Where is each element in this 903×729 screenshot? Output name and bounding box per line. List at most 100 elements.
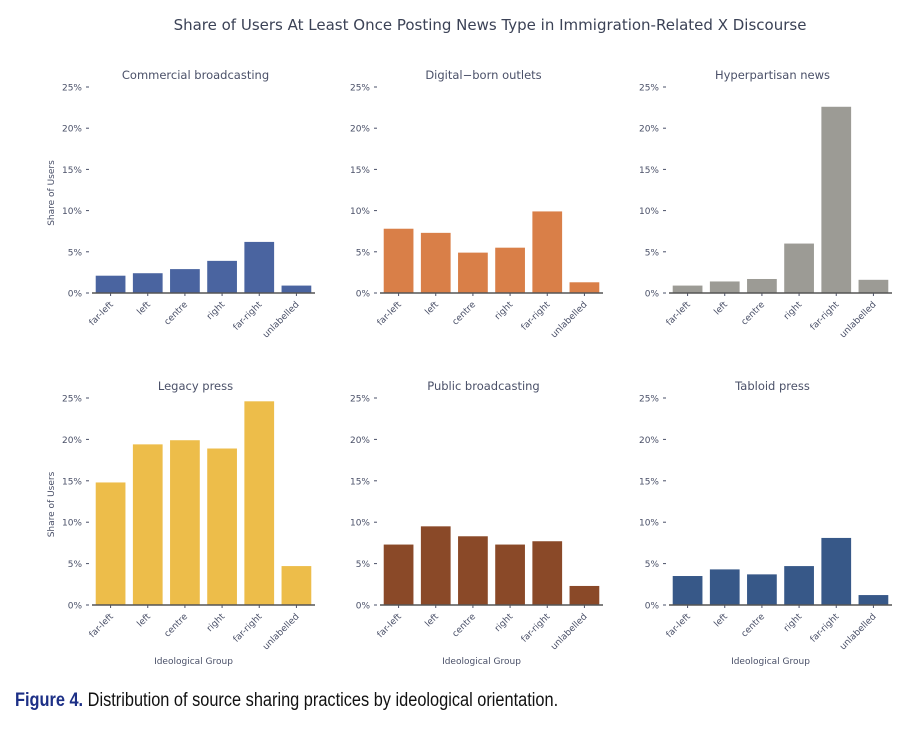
y-tick-label: 25% bbox=[62, 395, 82, 405]
bar-far-left bbox=[672, 285, 703, 293]
y-tick-label: 25% bbox=[639, 395, 659, 405]
bar-centre bbox=[747, 278, 777, 293]
subplot-1: Digital−born outlets 0% 5% 10% 15% 20% 25% far-… bbox=[350, 68, 603, 340]
y-tick-label: 10% bbox=[62, 519, 82, 529]
subplot-title: Legacy press bbox=[158, 379, 233, 393]
x-tick-label: unlabelled bbox=[261, 612, 301, 652]
x-tick-label: far-right bbox=[232, 300, 265, 333]
bar-far-right bbox=[821, 106, 852, 293]
y-tick-label: 20% bbox=[62, 125, 82, 135]
y-tick-label: 20% bbox=[639, 125, 659, 135]
bar-centre bbox=[170, 440, 200, 605]
x-tick-label: unlabelled bbox=[261, 300, 301, 340]
bar-right bbox=[207, 448, 237, 605]
bar-far-right bbox=[821, 537, 852, 605]
bar-left bbox=[709, 569, 740, 605]
y-tick-label: 15% bbox=[639, 166, 659, 176]
bar-unlabelled bbox=[281, 285, 312, 293]
bar-unlabelled bbox=[569, 282, 600, 293]
x-tick-label: unlabelled bbox=[838, 612, 878, 652]
y-tick-label: 20% bbox=[350, 436, 370, 446]
bar-centre bbox=[170, 269, 200, 293]
bar-centre bbox=[747, 574, 777, 605]
y-tick-label: 15% bbox=[62, 477, 82, 487]
subplot-3: Legacy press 0% 5% 10% 15% 20% 25% Share of Use… bbox=[47, 379, 315, 667]
x-tick-label: far-left bbox=[665, 300, 693, 328]
x-tick-label: centre bbox=[451, 612, 479, 640]
y-tick-label: 5% bbox=[68, 560, 83, 570]
bar-far-right bbox=[532, 211, 563, 293]
y-tick-label: 5% bbox=[356, 560, 371, 570]
y-axis-label: Share of Users bbox=[47, 160, 57, 226]
bar-far-right bbox=[244, 241, 275, 293]
x-axis-label: Ideological Group bbox=[154, 657, 233, 667]
y-tick-label: 5% bbox=[68, 248, 83, 258]
bar-far-right bbox=[244, 401, 275, 605]
x-tick-label: centre bbox=[740, 612, 768, 640]
bar-left bbox=[420, 232, 451, 293]
caption-text: Distribution of source sharing practices… bbox=[83, 690, 559, 711]
bar-centre bbox=[458, 536, 488, 605]
y-tick-label: 0% bbox=[356, 290, 371, 300]
x-tick-label: unlabelled bbox=[838, 300, 878, 340]
x-tick-label: centre bbox=[163, 612, 191, 640]
y-tick-label: 0% bbox=[645, 602, 660, 612]
x-tick-label: centre bbox=[163, 300, 191, 328]
x-tick-label: right bbox=[205, 300, 227, 322]
bar-far-right bbox=[532, 541, 563, 605]
subplot-0: Commercial broadcasting 0% 5% 10% 15% 20% 25% S… bbox=[47, 68, 315, 340]
x-tick-label: right bbox=[782, 612, 804, 634]
caption-label: Figure 4. bbox=[15, 690, 84, 711]
bar-unlabelled bbox=[569, 585, 600, 605]
x-tick-label: left bbox=[135, 300, 153, 318]
subplot-5: Tabloid press 0% 5% 10% 15% 20% 25% far-left lef… bbox=[639, 379, 892, 667]
x-tick-label: right bbox=[782, 300, 804, 322]
bar-right bbox=[207, 260, 237, 293]
figure-caption: Figure 4. Distribution of source sharing… bbox=[15, 690, 558, 712]
y-tick-label: 0% bbox=[68, 290, 83, 300]
y-tick-label: 25% bbox=[62, 84, 82, 94]
x-tick-label: far-right bbox=[809, 612, 842, 645]
x-tick-label: right bbox=[493, 300, 515, 322]
subplot-title: Digital−born outlets bbox=[425, 68, 541, 82]
x-axis-label: Ideological Group bbox=[731, 657, 810, 667]
y-tick-label: 0% bbox=[68, 602, 83, 612]
y-tick-label: 25% bbox=[350, 84, 370, 94]
x-tick-label: unlabelled bbox=[549, 300, 589, 340]
y-tick-label: 10% bbox=[350, 207, 370, 217]
x-tick-label: far-left bbox=[376, 612, 404, 640]
bar-right bbox=[784, 566, 814, 605]
x-tick-label: far-left bbox=[88, 300, 116, 328]
subplot-title: Tabloid press bbox=[734, 379, 810, 393]
x-tick-label: far-right bbox=[520, 300, 553, 333]
y-axis-label: Share of Users bbox=[47, 471, 57, 537]
y-tick-label: 10% bbox=[350, 519, 370, 529]
y-tick-label: 20% bbox=[639, 436, 659, 446]
bar-left bbox=[132, 273, 163, 293]
bar-unlabelled bbox=[281, 566, 312, 605]
y-tick-label: 15% bbox=[350, 166, 370, 176]
bar-far-left bbox=[383, 544, 414, 605]
bar-right bbox=[495, 544, 525, 605]
x-tick-label: right bbox=[205, 612, 227, 634]
x-tick-label: far-right bbox=[809, 300, 842, 333]
x-tick-label: left bbox=[423, 300, 441, 318]
y-tick-label: 10% bbox=[62, 207, 82, 217]
bar-far-left bbox=[383, 228, 414, 293]
bar-right bbox=[784, 243, 814, 293]
x-tick-label: left bbox=[135, 612, 153, 630]
y-tick-label: 0% bbox=[356, 602, 371, 612]
x-tick-label: centre bbox=[740, 300, 768, 328]
y-tick-label: 0% bbox=[645, 290, 660, 300]
subplot-4: Public broadcasting 0% 5% 10% 15% 20% 25% far-l… bbox=[350, 379, 603, 667]
x-tick-label: left bbox=[712, 300, 730, 318]
y-tick-label: 25% bbox=[639, 84, 659, 94]
y-tick-label: 5% bbox=[645, 248, 660, 258]
y-tick-label: 15% bbox=[62, 166, 82, 176]
x-tick-label: far-right bbox=[232, 612, 265, 645]
x-tick-label: left bbox=[712, 612, 730, 630]
y-tick-label: 5% bbox=[356, 248, 371, 258]
x-axis-label: Ideological Group bbox=[442, 657, 521, 667]
x-tick-label: far-right bbox=[520, 612, 553, 645]
x-tick-label: left bbox=[423, 612, 441, 630]
